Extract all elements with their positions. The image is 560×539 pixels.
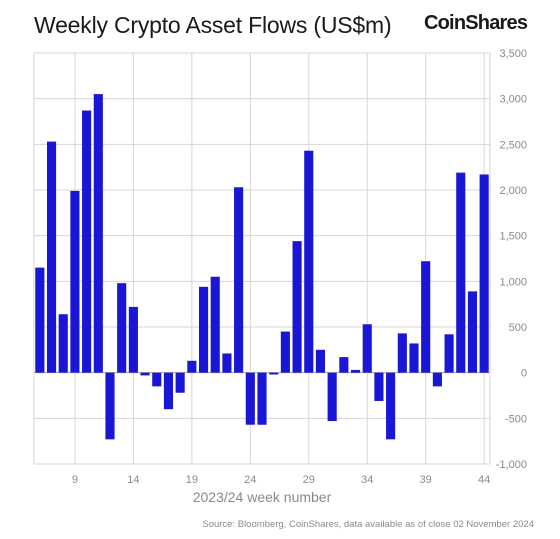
y-tick-label: 500 (509, 322, 527, 334)
y-tick-label: 1,500 (499, 231, 527, 243)
bar (386, 372, 396, 440)
bar (58, 314, 68, 373)
bar-series (35, 94, 489, 440)
x-tick-label: 19 (186, 474, 198, 486)
bar (315, 349, 326, 373)
bar (187, 360, 197, 373)
bar (35, 267, 45, 373)
bar (70, 190, 80, 373)
y-tick-label: -500 (505, 413, 527, 425)
bar (245, 372, 255, 425)
grid-lines (33, 52, 491, 465)
bar (327, 372, 337, 422)
bar (257, 372, 267, 425)
x-axis-title: 2023/24 week number (193, 489, 332, 505)
bar (175, 372, 185, 393)
x-tick-label: 39 (420, 474, 432, 486)
y-axis-ticks: -1,000 -500 0 500 1,000 1,500 2,000 2,500 3,000 3… (496, 48, 527, 471)
bar (163, 372, 174, 410)
x-tick-label: 44 (478, 474, 490, 486)
x-tick-label: 24 (244, 474, 256, 486)
bar (304, 150, 314, 373)
y-tick-label: 3,500 (499, 48, 527, 60)
y-tick-label: 1,000 (499, 276, 527, 288)
bar (152, 372, 162, 387)
bar (46, 141, 57, 373)
y-tick-label: 2,500 (499, 139, 527, 151)
y-tick-label: 0 (521, 368, 527, 380)
x-tick-label: 14 (127, 474, 139, 486)
bar (479, 174, 489, 373)
bar (105, 372, 115, 440)
bar (210, 276, 220, 373)
bar (362, 324, 372, 373)
x-tick-label: 29 (303, 474, 315, 486)
bar (456, 172, 466, 373)
x-tick-label: 9 (72, 474, 78, 486)
chart-title: Weekly Crypto Asset Flows (US$m) (34, 12, 392, 38)
brand-logo: CoinShares (424, 12, 528, 34)
bar (128, 306, 138, 373)
bar (198, 286, 209, 373)
bar (432, 372, 442, 387)
y-tick-label: -1,000 (496, 459, 527, 471)
bar (339, 357, 349, 373)
bar (444, 334, 454, 373)
x-tick-label: 34 (361, 474, 373, 486)
bar (374, 372, 384, 401)
bar (269, 372, 279, 375)
bar (292, 241, 302, 373)
bar (421, 261, 431, 373)
bar (234, 187, 244, 373)
y-tick-label: 3,000 (499, 94, 527, 106)
bar (140, 372, 150, 376)
source-note: Source: Bloomberg, CoinShares, data avai… (202, 519, 534, 530)
x-axis-ticks: 9 14 19 24 29 34 39 44 (72, 474, 490, 486)
y-tick-label: 2,000 (499, 185, 527, 197)
bar (409, 343, 419, 373)
bar (82, 110, 92, 373)
bar (117, 283, 127, 373)
bar (467, 291, 478, 373)
bar (222, 353, 232, 373)
bar (280, 331, 290, 373)
bar (397, 333, 407, 373)
bar (350, 369, 361, 373)
bar (93, 94, 103, 373)
